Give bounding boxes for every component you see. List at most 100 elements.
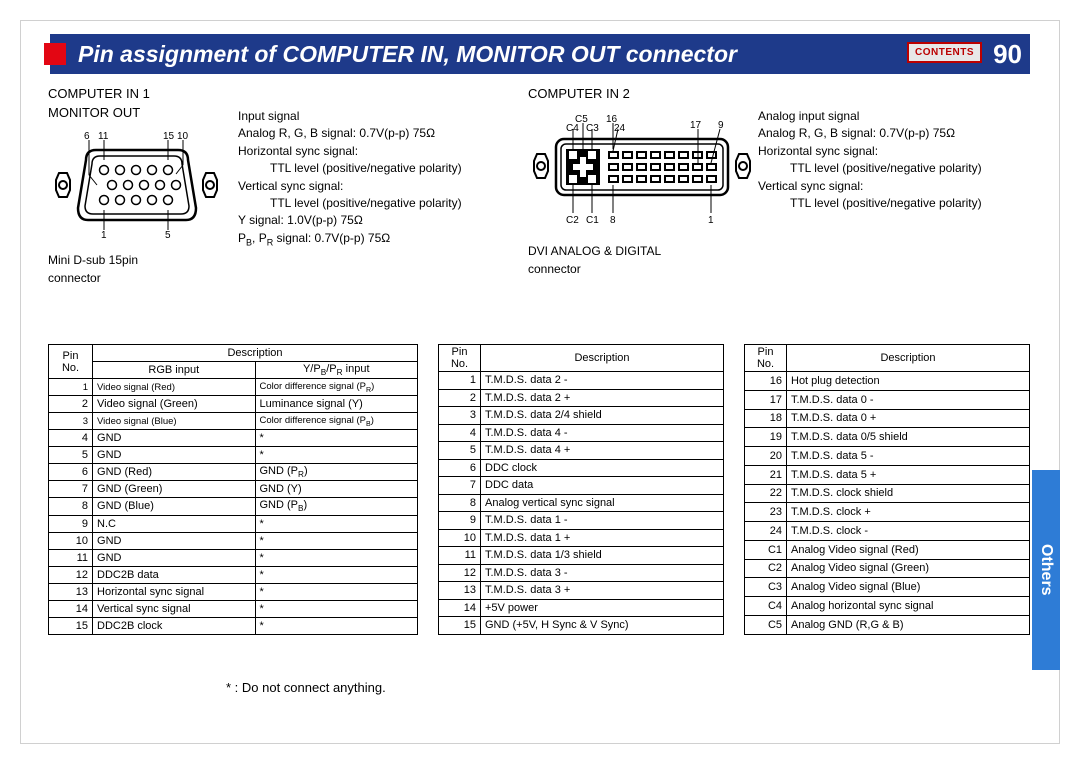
table-row: C2Analog Video signal (Green) [745,559,1030,578]
table-row: 15GND (+5V, H Sync & V Sync) [439,617,724,635]
table-row: 24T.M.D.S. clock - [745,522,1030,541]
table-row: 17T.M.D.S. data 0 - [745,390,1030,409]
svg-text:6: 6 [84,131,90,142]
svg-text:C1: C1 [586,215,599,226]
pin-table-dvi-a: Pin No. Description 1T.M.D.S. data 2 -2T… [438,344,724,635]
svg-text:10: 10 [177,131,189,142]
svg-text:C4: C4 [566,123,579,134]
footnote: * : Do not connect anything. [226,680,386,695]
table-row: 3T.M.D.S. data 2/4 shield [439,407,724,425]
table-row: 22T.M.D.S. clock shield [745,484,1030,503]
signal-list-right: Analog input signal Analog R, G, B signa… [758,86,1028,285]
vga-connector-icon: 11 15 6 10 1 5 [48,130,228,240]
table-row: 2T.M.D.S. data 2 + [439,389,724,407]
connector-vga-block: COMPUTER IN 1 MONITOR OUT [48,86,238,285]
sig-line: TTL level (positive/negative polarity) [758,160,1028,177]
svg-text:17: 17 [690,120,702,131]
col-desc: Description [481,345,724,372]
col-pin: Pin No. [439,345,481,372]
svg-text:15: 15 [163,131,175,142]
dvi-label-2: connector [528,262,758,276]
vga-title-1: COMPUTER IN 1 [48,86,238,101]
sig-line: TTL level (positive/negative polarity) [758,195,1028,212]
table-row: 20T.M.D.S. data 5 - [745,447,1030,466]
sig-line: Y signal: 1.0V(p-p) 75Ω [238,212,528,229]
sig-line: Analog R, G, B signal: 0.7V(p-p) 75Ω [238,125,528,142]
table-row: 8GND (Blue)GND (PB) [49,498,418,515]
table-row: 11T.M.D.S. data 1/3 shield [439,547,724,565]
sig-line: Vertical sync signal: [238,178,528,195]
table-row: 16Hot plug detection [745,372,1030,391]
upper-section: COMPUTER IN 1 MONITOR OUT [48,86,1032,285]
table-row: 6GND (Red)GND (PR) [49,464,418,481]
dvi-label-1: DVI ANALOG & DIGITAL [528,244,758,258]
table-row: 14+5V power [439,599,724,617]
pin-table-dvi-b: Pin No. Description 16Hot plug detection… [744,344,1030,635]
table-row: 15DDC2B clock* [49,617,418,634]
dvi-connector-icon: C5 C4 C3 16 24 17 9 C2 C1 8 1 [528,111,758,231]
table-row: C1Analog Video signal (Red) [745,540,1030,559]
connector-dvi-block: COMPUTER IN 2 [528,86,758,285]
table-row: 3Video signal (Blue)Color difference sig… [49,413,418,430]
table-row: 23T.M.D.S. clock + [745,503,1030,522]
table-row: 7DDC data [439,477,724,495]
table-row: 12DDC2B data* [49,566,418,583]
sig-line: TTL level (positive/negative polarity) [238,160,528,177]
svg-text:1: 1 [101,230,107,240]
table-row: 5T.M.D.S. data 4 + [439,442,724,460]
table-row: 9T.M.D.S. data 1 - [439,512,724,530]
pin-table-vga: Pin No. Description RGB input Y/PB/PR in… [48,344,418,635]
svg-text:9: 9 [718,120,724,131]
sig-line: Horizontal sync signal: [238,143,528,160]
table-row: 21T.M.D.S. data 5 + [745,465,1030,484]
table-row: 19T.M.D.S. data 0/5 shield [745,428,1030,447]
col-rgb: RGB input [93,362,255,379]
sig-line: Vertical sync signal: [758,178,1028,195]
sig-line: Input signal [238,108,528,125]
tables-section: Pin No. Description RGB input Y/PB/PR in… [48,344,1032,635]
title-accent [44,43,66,65]
svg-text:8: 8 [610,215,616,226]
sig-line: Horizontal sync signal: [758,143,1028,160]
table-row: 13T.M.D.S. data 3 + [439,582,724,600]
svg-text:24: 24 [614,123,626,134]
table-row: 4GND* [49,430,418,447]
table-row: C5Analog GND (R,G & B) [745,615,1030,634]
page-title: Pin assignment of COMPUTER IN, MONITOR O… [78,41,737,68]
dvi-title: COMPUTER IN 2 [528,86,758,101]
sig-line: Analog input signal [758,108,1028,125]
table-row: 18T.M.D.S. data 0 + [745,409,1030,428]
col-pin: Pin No. [49,345,93,379]
vga-label-1: Mini D-sub 15pin [48,253,238,267]
signal-list-left: Input signal Analog R, G, B signal: 0.7V… [238,86,528,285]
table-row: 1Video signal (Red)Color difference sign… [49,379,418,396]
col-desc: Description [93,345,418,362]
table-row: 12T.M.D.S. data 3 - [439,564,724,582]
col-ypbpr: Y/PB/PR input [255,362,418,379]
sig-line: PB, PR signal: 0.7V(p-p) 75Ω [238,230,528,249]
table-row: 6DDC clock [439,459,724,477]
svg-text:5: 5 [165,230,171,240]
table-row: 5GND* [49,447,418,464]
svg-text:C3: C3 [586,123,599,134]
table-row: 11GND* [49,549,418,566]
svg-text:1: 1 [708,215,714,226]
title-bar: Pin assignment of COMPUTER IN, MONITOR O… [50,34,1030,74]
sig-line: Analog R, G, B signal: 0.7V(p-p) 75Ω [758,125,1028,142]
sig-line: TTL level (positive/negative polarity) [238,195,528,212]
table-row: 7GND (Green)GND (Y) [49,481,418,498]
vga-label-2: connector [48,271,238,285]
table-row: 1T.M.D.S. data 2 - [439,372,724,390]
table-row: 8Analog vertical sync signal [439,494,724,512]
table-row: 14Vertical sync signal* [49,600,418,617]
col-pin: Pin No. [745,345,787,372]
svg-text:C2: C2 [566,215,579,226]
svg-text:11: 11 [98,131,109,142]
table-row: 10T.M.D.S. data 1 + [439,529,724,547]
contents-button[interactable]: CONTENTS [907,42,982,63]
section-tab-others[interactable]: Others [1032,470,1060,670]
table-row: 13Horizontal sync signal* [49,583,418,600]
vga-title-2: MONITOR OUT [48,105,238,120]
table-row: 10GND* [49,532,418,549]
table-row: 9N.C* [49,515,418,532]
